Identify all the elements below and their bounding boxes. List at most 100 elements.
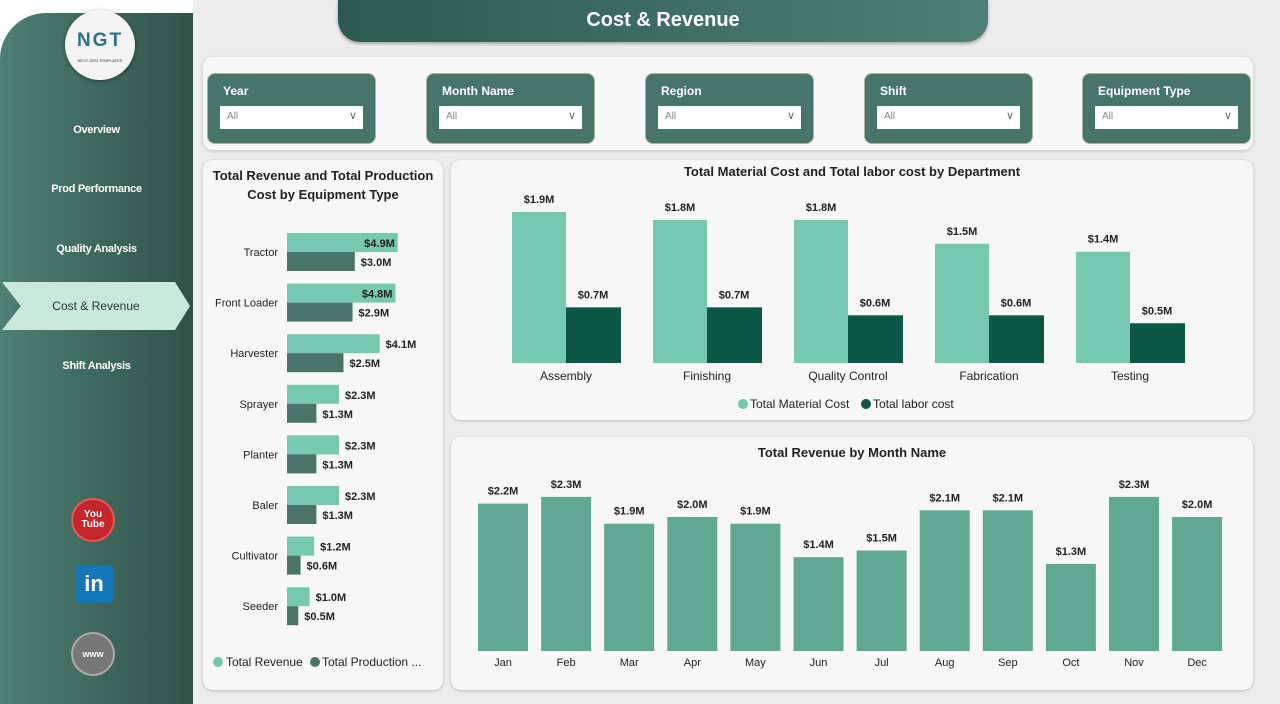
material-data-label: $1.4M [1088, 234, 1119, 246]
logo-subtitle: NEXT GEN TEMPLATES [77, 58, 123, 63]
filter-month-name: Month Name All ∨ [426, 73, 595, 144]
material-data-label: $1.5M [947, 226, 978, 238]
month-data-label: $2.3M [551, 479, 582, 491]
category-label: Tractor [244, 247, 279, 259]
material-data-label: $1.8M [665, 202, 696, 214]
filter-dropdown[interactable]: All ∨ [658, 106, 801, 129]
filter-dropdown[interactable]: All ∨ [877, 106, 1020, 129]
month-data-label: $2.1M [993, 492, 1024, 504]
labor-data-label: $0.6M [860, 297, 891, 309]
revenue-data-label: $2.3M [345, 390, 376, 402]
month-label: Feb [557, 657, 576, 669]
month-data-label: $2.1M [929, 492, 960, 504]
category-label: Sprayer [239, 399, 278, 411]
production-cost-bar [287, 403, 317, 423]
filter-year: Year All ∨ [207, 73, 376, 144]
filter-label: Region [661, 84, 702, 98]
equipment-chart-title: Total Revenue and Total Production Cost … [212, 168, 434, 202]
department-label: Finishing [683, 369, 731, 383]
legend-marker-labor [861, 399, 871, 409]
category-label: Planter [243, 449, 278, 461]
material-data-label: $1.9M [524, 194, 555, 206]
month-revenue-bar [1109, 496, 1159, 651]
website-icon[interactable]: www [73, 634, 113, 674]
revenue-data-label: $1.0M [316, 592, 347, 604]
filter-region: Region All ∨ [645, 73, 814, 144]
month-revenue-bar [793, 557, 844, 651]
month-label: Mar [620, 657, 639, 669]
chevron-down-icon: ∨ [348, 110, 357, 122]
month-label: Jul [875, 657, 889, 669]
month-data-label: $2.3M [1119, 479, 1150, 491]
filter-label: Month Name [442, 84, 514, 98]
month-data-label: $2.0M [1182, 499, 1213, 511]
youtube-icon[interactable]: You Tube [73, 500, 113, 540]
labor-cost-bar [848, 315, 903, 363]
nav-quality-analysis[interactable]: Quality Analysis [56, 243, 137, 255]
filter-value: All [227, 111, 239, 122]
production-data-label: $1.3M [322, 510, 353, 522]
revenue-bar [287, 334, 380, 354]
month-data-label: $2.2M [488, 486, 519, 498]
month-data-label: $1.9M [614, 506, 645, 518]
filter-dropdown[interactable]: All ∨ [220, 106, 363, 129]
month-revenue-bar [856, 550, 907, 651]
production-data-label: $1.3M [322, 409, 353, 421]
material-cost-bar [794, 219, 848, 363]
nav-cost-revenue[interactable]: Cost & Revenue [2, 282, 190, 330]
logo: NGT NEXT GEN TEMPLATES [65, 10, 135, 80]
linkedin-icon[interactable]: in [75, 565, 113, 603]
filter-value: All [884, 111, 896, 122]
chevron-down-icon: ∨ [567, 110, 576, 122]
revenue-data-label: $2.3M [345, 491, 376, 503]
revenue-bar [287, 283, 396, 303]
department-label: Assembly [540, 369, 592, 383]
page-title: Cost & Revenue [338, 0, 988, 42]
revenue-data-label: $2.3M [345, 440, 376, 452]
month-revenue-bar [1172, 517, 1223, 651]
material-cost-bar [653, 219, 707, 363]
filter-value: All [1102, 111, 1114, 122]
chevron-down-icon: ∨ [786, 110, 795, 122]
labor-data-label: $0.7M [719, 289, 750, 301]
filter-dropdown[interactable]: All ∨ [1095, 106, 1238, 129]
labor-cost-bar [1130, 323, 1185, 363]
month-label: Apr [684, 657, 701, 669]
legend-marker-production [310, 657, 320, 667]
production-data-label: $3.0M [361, 257, 392, 269]
legend-label-production: Total Production ... [322, 655, 421, 669]
material-cost-bar [935, 243, 989, 363]
month-label: Dec [1187, 657, 1207, 669]
filter-value: All [446, 111, 458, 122]
production-cost-bar [287, 353, 344, 373]
nav-overview[interactable]: Overview [73, 124, 120, 136]
month-revenue-bar [478, 503, 528, 651]
filter-label: Equipment Type [1098, 84, 1191, 98]
filter-label: Year [223, 84, 249, 98]
production-data-label: $2.5M [350, 358, 381, 370]
logo-text: NGT [76, 30, 124, 51]
month-revenue-bar [667, 517, 718, 651]
month-label: Aug [935, 657, 955, 669]
chevron-down-icon: ∨ [1223, 110, 1232, 122]
nav-shift-analysis[interactable]: Shift Analysis [62, 360, 131, 372]
nav-prod-performance[interactable]: Prod Performance [51, 183, 142, 195]
month-label: Sep [998, 657, 1018, 669]
legend-label-material: Total Material Cost [750, 397, 850, 411]
legend-marker-revenue [213, 657, 223, 667]
month-label: Jan [494, 657, 512, 669]
material-cost-bar [512, 211, 566, 363]
month-label: Jun [810, 657, 828, 669]
department-label: Quality Control [808, 369, 887, 383]
revenue-bar [287, 233, 398, 252]
filter-label: Shift [880, 84, 907, 98]
month-data-label: $2.0M [677, 499, 708, 511]
month-data-label: $1.9M [740, 506, 771, 518]
filter-dropdown[interactable]: All ∨ [439, 106, 582, 129]
category-label: Front Loader [215, 298, 278, 310]
month-label: Oct [1062, 657, 1079, 669]
labor-data-label: $0.7M [578, 289, 609, 301]
month-label: Nov [1124, 657, 1144, 669]
department-label: Fabrication [959, 369, 1018, 383]
